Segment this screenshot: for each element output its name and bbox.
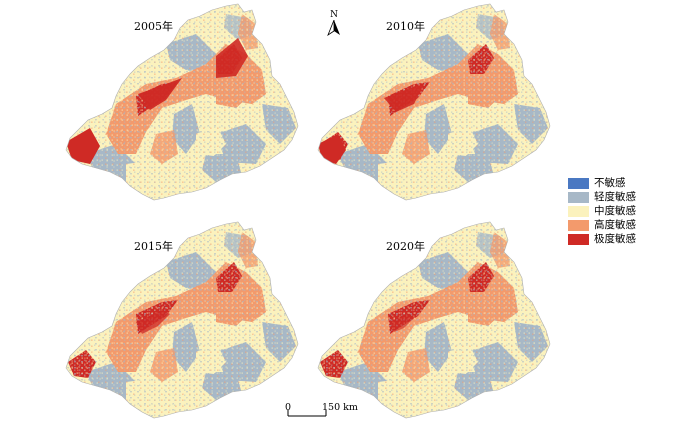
panel-title-2010: 2010年 <box>386 20 425 33</box>
legend-swatch <box>568 205 589 217</box>
legend-label: 高度敏感 <box>594 219 636 231</box>
legend-label: 不敏感 <box>594 177 626 189</box>
map-panel-2010 <box>317 3 551 201</box>
map-panel-2020 <box>317 221 551 419</box>
legend: 不敏感轻度敏感中度敏感高度敏感极度敏感 <box>568 176 636 246</box>
panel-title-2015: 2015年 <box>134 240 173 253</box>
legend-item: 轻度敏感 <box>568 190 636 204</box>
legend-label: 轻度敏感 <box>594 191 636 203</box>
scale-bar: 0 150 km <box>284 402 358 430</box>
panel-title-2020: 2020年 <box>386 240 425 253</box>
scale-end-label: 150 km <box>322 402 358 413</box>
map-panel-2005 <box>65 3 299 201</box>
map-panel-2015 <box>65 221 299 419</box>
legend-swatch <box>568 191 589 203</box>
panel-title-2005: 2005年 <box>134 20 173 33</box>
legend-item: 极度敏感 <box>568 232 636 246</box>
legend-item: 不敏感 <box>568 176 636 190</box>
legend-item: 高度敏感 <box>568 218 636 232</box>
north-arrow-icon: N <box>327 10 341 40</box>
scale-zero-label: 0 <box>285 402 292 413</box>
legend-swatch <box>568 233 589 245</box>
north-label: N <box>330 10 338 20</box>
legend-swatch <box>568 219 589 231</box>
legend-swatch <box>568 177 589 189</box>
legend-item: 中度敏感 <box>568 204 636 218</box>
legend-label: 极度敏感 <box>594 233 636 245</box>
legend-label: 中度敏感 <box>594 205 636 217</box>
